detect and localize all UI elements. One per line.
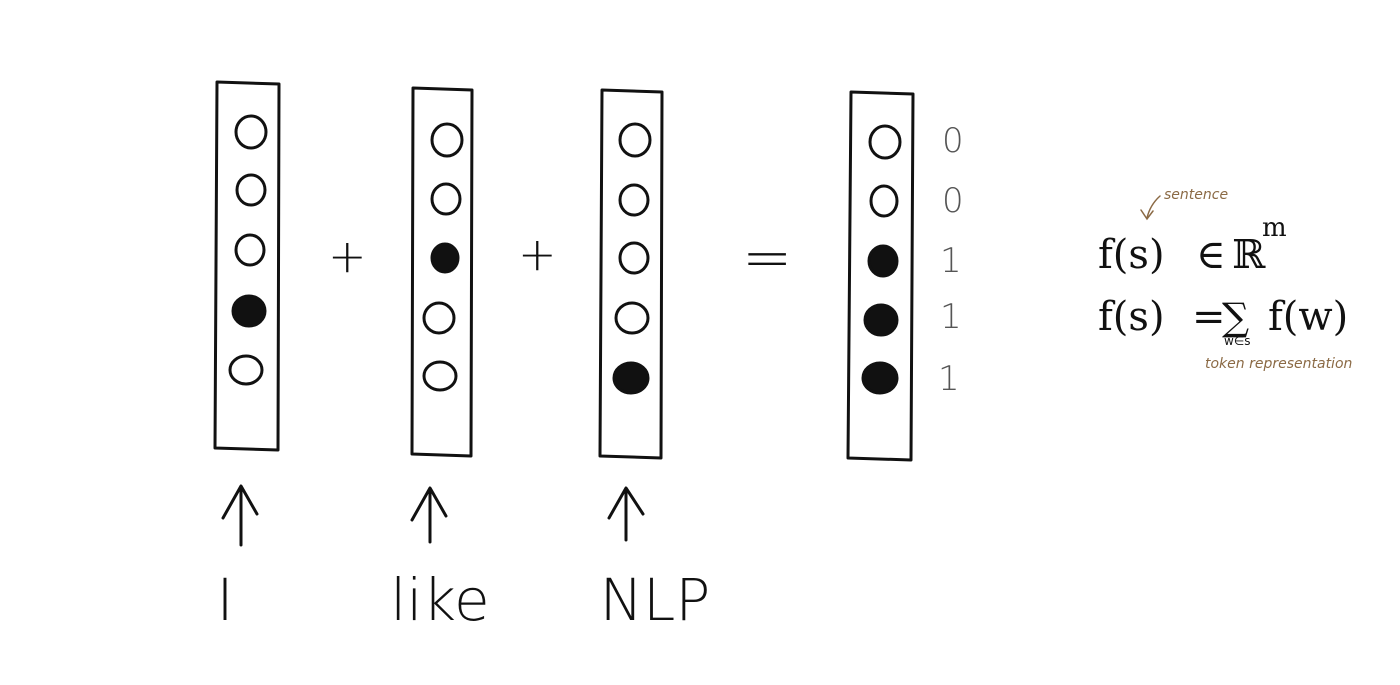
formula-line2-term: f(w) (1268, 294, 1348, 340)
vector-sentence-bit-2 (867, 244, 899, 278)
result-value-2: 1 (940, 241, 962, 281)
vector-box-sentence (846, 90, 915, 462)
annotation-sentence: sentence (1164, 187, 1228, 203)
vector-column-sentence (846, 90, 915, 462)
vector-i-bit-0 (234, 114, 268, 150)
vector-nlp-bit-4 (612, 361, 650, 395)
formula-line1-lhs: f(s) (1098, 232, 1165, 278)
vector-box-nlp (598, 88, 664, 460)
arrow-up-like-icon (410, 486, 448, 544)
vector-i-bit-3 (231, 294, 267, 328)
annotation-token-representation: token representation (1205, 356, 1352, 372)
formula-line1-space: ℝ (1232, 232, 1266, 278)
plus-operator-2: + (518, 227, 557, 281)
word-label-like: like (390, 566, 489, 634)
vector-column-i (213, 80, 281, 452)
vector-sentence-bit-4 (861, 361, 899, 395)
formula-line2-sub: w∈s (1224, 334, 1251, 348)
formula-line2-eq: = (1192, 294, 1226, 340)
word-label-i: I (216, 566, 233, 634)
vector-nlp-bit-2 (618, 241, 650, 275)
arrow-up-nlp-icon (607, 486, 645, 542)
vector-column-nlp (598, 88, 664, 460)
vector-i-bit-4 (228, 354, 264, 386)
vector-like-bit-3 (422, 301, 456, 335)
vector-like-bit-2 (430, 242, 460, 274)
result-value-1: 0 (942, 181, 964, 221)
vector-like-bit-0 (430, 122, 464, 158)
vector-like-bit-4 (422, 360, 458, 392)
result-value-0: 0 (942, 121, 964, 161)
vector-nlp-bit-0 (618, 122, 652, 158)
vector-i-bit-1 (235, 173, 267, 207)
result-value-3: 1 (940, 297, 962, 337)
formula: sentence f(s) ∈ ℝ m f(s) = ∑ w∈s f(w) to… (1098, 187, 1352, 372)
vector-sentence-bit-0 (868, 124, 902, 160)
vector-box-i (213, 80, 281, 452)
vector-sentence-bit-3 (863, 303, 899, 337)
vector-like-bit-1 (430, 182, 462, 216)
formula-line2-sum: ∑ (1222, 295, 1249, 339)
formula-line1-in: ∈ (1196, 232, 1226, 278)
vector-sentence-bit-1 (869, 184, 899, 218)
plus-operator-1: + (328, 229, 367, 283)
equals-operator: = (742, 223, 792, 293)
vector-i-bit-2 (234, 233, 266, 267)
vector-box-like (410, 86, 474, 458)
word-label-nlp: NLP (600, 566, 711, 634)
vector-nlp-bit-3 (614, 301, 650, 335)
formula-line2-lhs: f(s) (1098, 294, 1165, 340)
formula-line1-exp: m (1262, 213, 1287, 243)
annotation-sentence-arrow-icon (1140, 195, 1161, 221)
vector-column-like (410, 86, 474, 458)
result-value-4: 1 (938, 359, 960, 399)
vector-nlp-bit-1 (618, 183, 650, 217)
arrow-up-i-icon (221, 484, 259, 547)
